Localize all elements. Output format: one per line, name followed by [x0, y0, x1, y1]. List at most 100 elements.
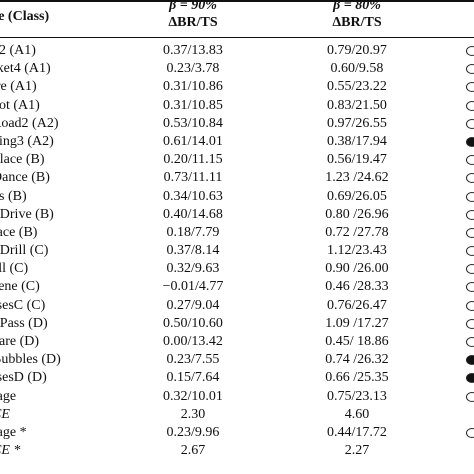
- beta-80-cell: 0.75/23.13: [327, 388, 387, 404]
- beta-80-cell: 1.23 /24.62: [325, 170, 389, 186]
- beta-80-cell: 0.74 /26.32: [325, 352, 389, 368]
- table-row: llPass (D) 0.50/10.60 1.09 /17.27: [0, 315, 474, 333]
- open-circle-icon: [466, 264, 474, 275]
- beta-80-cell: 0.55/23.22: [327, 79, 387, 95]
- beta-90-cell: 0.73/11.11: [163, 170, 223, 186]
- table-row: ning3 (A2) 0.61/14.01 0.38/17.94: [0, 133, 474, 151]
- sequence-name-cell: rage: [0, 388, 17, 404]
- sequence-name-cell: us (B): [0, 188, 27, 204]
- open-circle-icon: [466, 337, 474, 347]
- sequence-name-cell: Dance (B): [0, 170, 50, 186]
- beta-90-cell: 0.40/14.68: [163, 206, 223, 222]
- beta-90-label: β = 90%: [169, 0, 217, 13]
- sequence-name-cell: Place (B): [0, 152, 45, 168]
- sequence-name-cell: race (B): [0, 224, 38, 240]
- sequence-name-cell: o2 (A1): [0, 43, 36, 58]
- beta-80-cell: 0.44/17.72: [327, 424, 387, 440]
- sequence-name-cell: oot (A1): [0, 97, 40, 113]
- beta-80-cell: 0.46 /28.33: [325, 279, 389, 295]
- table-row: us (B) 0.34/10.63 0.69/26.05: [0, 188, 474, 206]
- beta-90-cell: 0.18/7.79: [166, 224, 220, 240]
- open-circle-icon: [466, 227, 474, 238]
- table-row: all (C) 0.32/9.63 0.90 /26.00: [0, 260, 474, 278]
- sequence-name-cell: llDrive (B): [0, 206, 54, 222]
- sequence-name-cell: Road2 (A2): [0, 115, 59, 131]
- table-row: rket4 (A1) 0.23/3.78 0.60/9.58: [0, 60, 474, 78]
- open-circle-icon: [466, 209, 474, 220]
- sequence-name-cell: ire (A1): [0, 79, 37, 95]
- beta-80-cell: 0.90 /26.00: [325, 261, 389, 277]
- beta-90-cell: 0.20/11.15: [163, 152, 223, 168]
- header-rule: [0, 37, 474, 39]
- beta-90-cell: 0.53/10.84: [163, 115, 223, 131]
- beta-80-cell: 0.76/26.47: [327, 297, 387, 313]
- beta-90-cell: 0.37/13.83: [163, 43, 223, 58]
- beta-80-cell: 2.27: [344, 443, 370, 459]
- table-row: CE 2.30 4.60: [0, 406, 474, 424]
- beta-80-label: β = 80%: [333, 0, 381, 13]
- sequence-name-cell: all (C): [0, 261, 29, 277]
- beta-90-cell: 2.67: [180, 443, 206, 459]
- beta-80-cell: 0.69/26.05: [327, 188, 387, 204]
- beta-80-cell: 0.60/9.58: [330, 61, 384, 77]
- table-row: ire (A1) 0.31/10.86 0.55/23.22: [0, 78, 474, 96]
- open-circle-icon: [466, 118, 474, 129]
- beta-90-cell: 0.00/13.42: [163, 334, 223, 349]
- table-row: rage 0.32/10.01 0.75/23.13: [0, 388, 474, 406]
- sequence-name-cell: llPass (D): [0, 315, 48, 331]
- beta-90-cell: 0.27/9.04: [166, 297, 220, 313]
- beta-80-header-line1: β = 80%: [272, 0, 442, 14]
- filled-circle-icon: [466, 373, 474, 384]
- beta-90-header-line1: β = 90%: [108, 0, 278, 14]
- beta-80-cell: 1.12/23.43: [327, 243, 387, 259]
- beta-80-cell: 0.80 /26.96: [325, 206, 389, 222]
- open-circle-icon: [466, 191, 474, 202]
- sequence-name-cell: ning3 (A2): [0, 133, 54, 149]
- sequence-name-cell: rsesD (D): [0, 370, 47, 386]
- beta-90-cell: 0.23/7.55: [166, 352, 220, 368]
- beta-80-cell: 0.56/19.47: [327, 152, 387, 168]
- open-circle-icon: [466, 155, 474, 166]
- beta-80-cell: 0.38/17.94: [327, 133, 387, 149]
- beta-90-cell: 0.23/9.96: [166, 424, 220, 440]
- table-row: cene (C) −0.01/4.77 0.46 /28.33: [0, 278, 474, 296]
- beta-80-cell: 0.72 /27.78: [325, 224, 389, 240]
- open-circle-icon: [466, 46, 474, 56]
- sequence-name-cell: rsesC (C): [0, 297, 46, 313]
- beta-80-cell: 0.83/21.50: [327, 97, 387, 113]
- beta-90-cell: 0.31/10.86: [163, 79, 223, 95]
- beta-90-cell: 0.15/7.64: [166, 370, 220, 386]
- sequence-name-cell: uare (D): [0, 334, 40, 349]
- sequence-name-cell: rket4 (A1): [0, 61, 51, 77]
- open-circle-icon: [466, 300, 474, 311]
- beta-90-metric: ΔBR/TS: [168, 15, 218, 30]
- sequence-name-cell: Bubbles (D): [0, 352, 61, 368]
- table-row: CE * 2.67 2.27: [0, 442, 474, 460]
- beta-90-cell: 0.37/8.14: [166, 243, 220, 259]
- sequence-column-header: ce (Class): [0, 9, 50, 24]
- beta-80-header-line2: ΔBR/TS: [272, 15, 442, 31]
- beta-80-metric: ΔBR/TS: [332, 15, 382, 30]
- sequence-name-cell: llDrill (C): [0, 243, 49, 259]
- sequence-name-cell: rage *: [0, 424, 27, 440]
- open-circle-icon: [466, 282, 474, 293]
- beta-90-cell: 0.32/10.01: [163, 388, 223, 404]
- sequence-name-cell: CE: [0, 406, 10, 422]
- table-row: uare (D) 0.00/13.42 0.45/ 18.86: [0, 333, 474, 351]
- table-row: o2 (A1) 0.37/13.83 0.79/20.97: [0, 42, 474, 60]
- table-top-rule: [0, 0, 474, 2]
- table-row: Bubbles (D) 0.23/7.55 0.74 /26.32: [0, 351, 474, 369]
- table-row: llDrive (B) 0.40/14.68 0.80 /26.96: [0, 206, 474, 224]
- table-row: rage * 0.23/9.96 0.44/17.72: [0, 424, 474, 442]
- table-row: rsesD (D) 0.15/7.64 0.66 /25.35: [0, 369, 474, 387]
- table-body: o2 (A1) 0.37/13.83 0.79/20.97 rket4 (A1) 0.2…: [0, 42, 474, 460]
- beta-80-cell: 0.45/ 18.86: [325, 334, 389, 349]
- open-circle-icon: [466, 173, 474, 184]
- open-circle-icon: [466, 100, 474, 111]
- beta-80-cell: 0.66 /25.35: [325, 370, 389, 386]
- table-row: Dance (B) 0.73/11.11 1.23 /24.62: [0, 169, 474, 187]
- beta-90-cell: 0.31/10.85: [163, 97, 223, 113]
- table-row: Place (B) 0.20/11.15 0.56/19.47: [0, 151, 474, 169]
- table-row: rsesC (C) 0.27/9.04 0.76/26.47: [0, 297, 474, 315]
- beta-80-cell: 4.60: [344, 406, 370, 422]
